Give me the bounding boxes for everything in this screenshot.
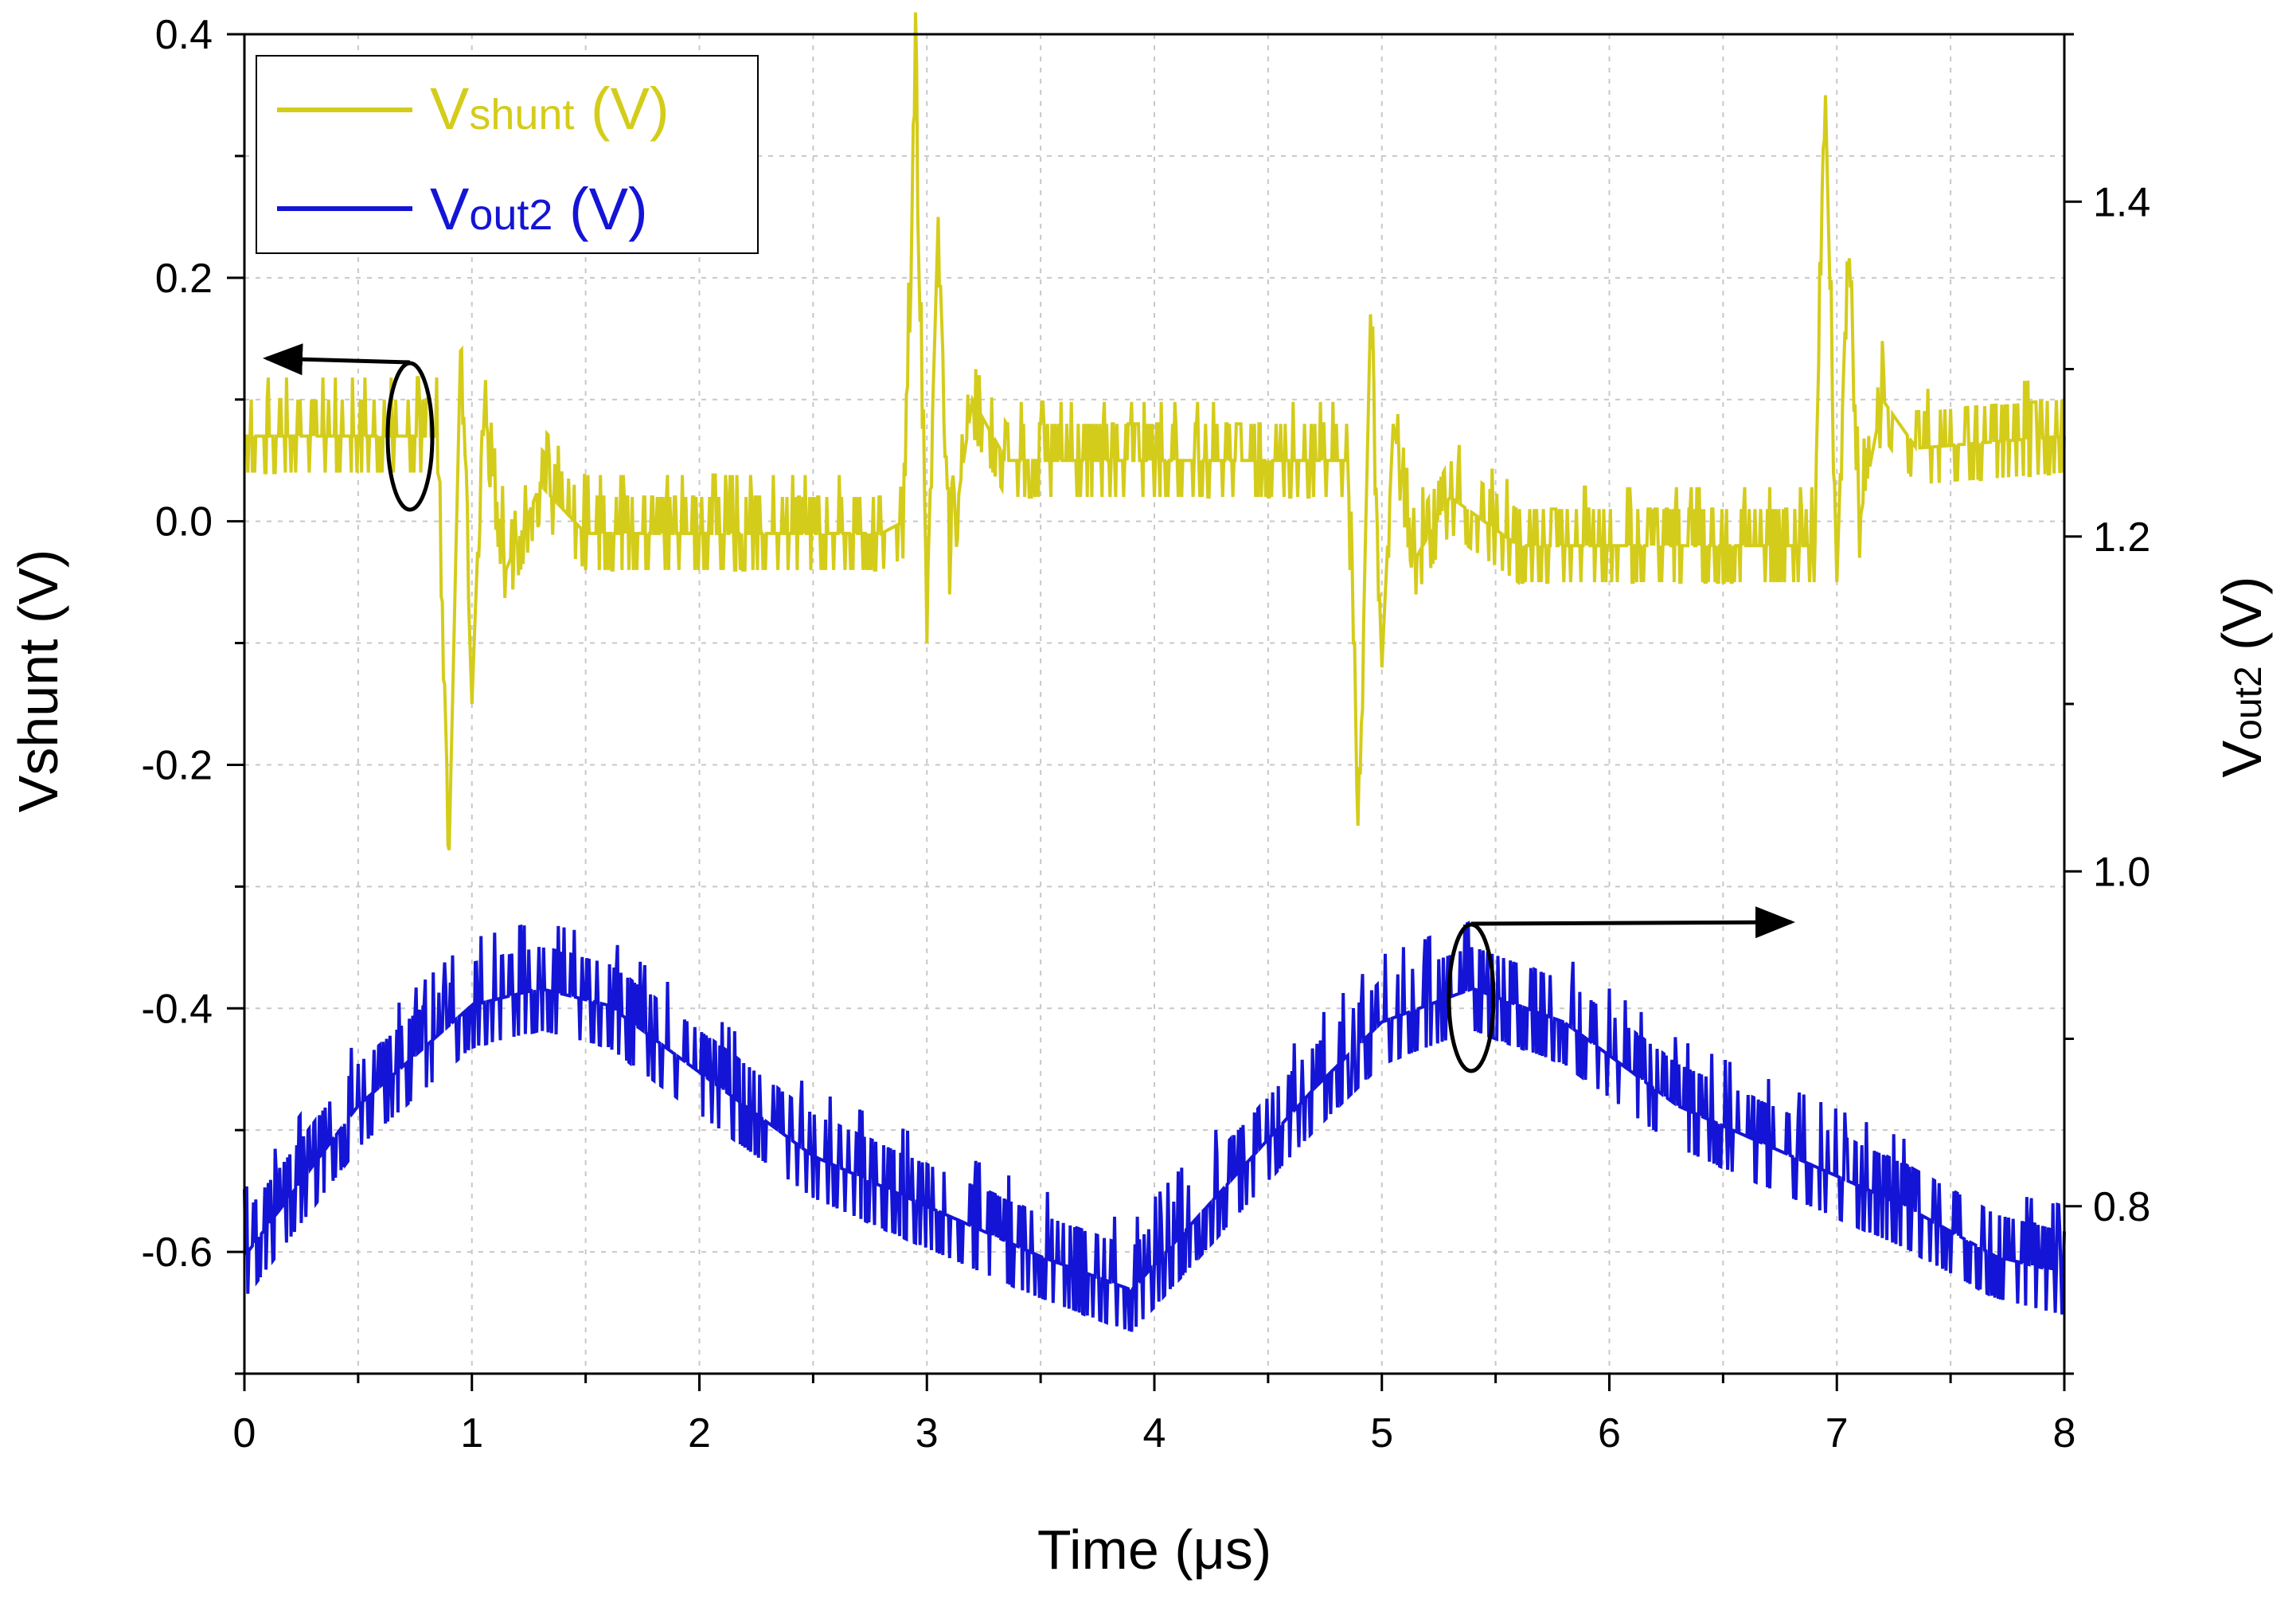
y-right-tick-label: 1.2 [2093,514,2150,561]
x-tick-label: 6 [1598,1410,1621,1456]
x-tick-label: 4 [1143,1410,1166,1456]
y-axis-right-label-sub: out2 [2228,666,2270,740]
plot-area [243,12,2066,1332]
annotation-vout2 [1447,906,1795,1073]
y-axis-right-label: Vout2 (V) [2211,577,2273,778]
y-left-tick-label: 0.0 [155,499,213,545]
y-right-tick-label: 0.8 [2093,1184,2150,1230]
y-axis-right-label-unit: (V) [2211,577,2273,667]
x-tick-label: 7 [1825,1410,1849,1456]
x-tick-label: 5 [1370,1410,1393,1456]
annotation-arrow-left [263,343,411,376]
y-left-tick-label: -0.2 [141,742,213,788]
legend: Vshunt (V) Vout2 (V) [256,55,759,254]
x-tick-label: 2 [688,1410,711,1456]
y-left-tick-label: 0.2 [155,256,213,302]
x-tick-label: 3 [916,1410,939,1456]
legend-label-vshunt: Vshunt (V) [430,76,670,142]
annotation-arrow-right [1470,906,1795,939]
x-tick-label: 0 [233,1410,256,1456]
y-left-tick-label: -0.6 [141,1230,213,1276]
annotation-vshunt [263,343,435,512]
y-axis-left: 0.4 0.2 0.0 -0.2 -0.4 -0.6 [141,12,244,1375]
series-line-vshunt [244,12,2066,850]
y-axis-right: 1.4 1.2 1.0 0.8 [2064,33,2150,1375]
series-line-vout2 [243,921,2066,1332]
y-left-tick-label: 0.4 [155,12,213,58]
annotation-ellipse-left [385,361,435,512]
legend-label-vout2: Vout2 (V) [430,176,648,242]
x-tick-label: 8 [2053,1410,2076,1456]
annotation-ellipse-right [1447,922,1496,1073]
x-tick-label: 1 [460,1410,483,1456]
y-right-tick-label: 1.0 [2093,849,2150,895]
x-axis: 0 1 2 3 4 5 6 7 8 [233,1374,2076,1456]
y-axis-right-label-main: V [2211,740,2273,777]
y-left-tick-label: -0.4 [141,986,213,1032]
x-axis-label: Time (μs) [1037,1519,1271,1581]
y-right-tick-label: 1.4 [2093,179,2150,225]
legend-box [256,55,759,254]
y-axis-left-label: Vshunt (V) [7,549,69,813]
